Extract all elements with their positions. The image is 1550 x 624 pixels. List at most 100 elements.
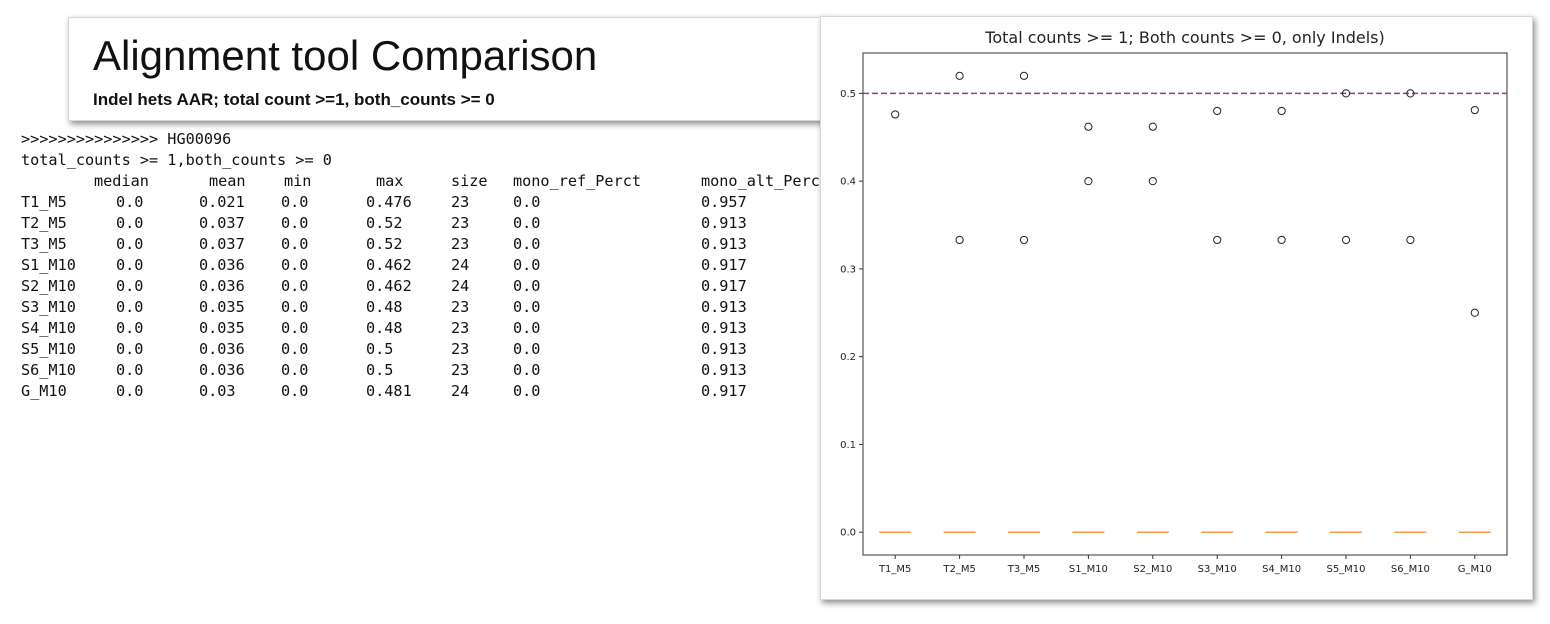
table-cell: 0.0 [281,235,309,253]
y-tick-label: 0.2 [840,352,856,363]
console-header-row: median mean min max size mono_ref_Perct mono_a… [21,171,829,192]
y-tick-label: 0.4 [840,177,856,188]
outlier-point [1470,105,1479,115]
y-tick-label: 0.3 [840,264,856,275]
table-cell: 0.0 [281,277,309,295]
table-cell: 0.0 [513,193,541,211]
column-header: min [284,172,312,190]
table-cell: 0.0 [281,340,309,358]
column-header: size [451,172,488,190]
outlier-point [1148,122,1157,131]
table-cell: 0.48 [366,319,403,337]
row-name: S1_M10 [21,256,76,274]
table-cell: 0.48 [366,298,403,316]
outlier-point [1277,106,1286,116]
console-table-row: S1_M10 0.0 0.036 0.0 0.462 24 0.0 0.917 [21,255,747,276]
row-name: S3_M10 [21,298,76,316]
outlier-point [1406,235,1415,245]
table-cell: 0.0 [513,235,541,253]
table-cell: 23 [451,298,470,316]
outlier-point [1148,177,1157,186]
table-cell: 0.021 [199,193,245,211]
plot-frame [862,52,1508,556]
table-cell: 0.476 [366,193,412,211]
x-tick-label: S1_M10 [1069,564,1108,575]
outlier-point [1277,235,1286,245]
y-tick-label: 0.5 [840,89,856,100]
table-cell: 0.03 [199,382,236,400]
outlier-point [1406,89,1415,98]
table-cell: 24 [451,256,470,274]
table-cell: 0.917 [701,256,747,274]
table-cell: 0.913 [701,298,747,316]
console-table-row: T1_M5 0.0 0.021 0.0 0.476 23 0.0 0.957 [21,192,747,213]
table-cell: 0.0 [116,193,144,211]
table-cell: 0.913 [701,361,747,379]
table-cell: 0.917 [701,382,747,400]
table-cell: 0.5 [366,361,394,379]
x-tick-label: S5_M10 [1326,564,1365,575]
table-cell: 0.5 [366,340,394,358]
row-name: T3_M5 [21,235,67,253]
table-cell: 23 [451,361,470,379]
table-cell: 0.0 [116,235,144,253]
x-tick-label: T1_M5 [878,564,911,575]
outlier-point [1341,89,1351,98]
table-cell: 0.0 [513,319,541,337]
boxplot-chart: Total counts >= 1; Both counts >= 0, onl… [840,28,1508,575]
table-cell: 0.0 [281,256,309,274]
outlier-point [1213,106,1222,116]
row-name: T1_M5 [21,193,67,211]
slide-subtitle: Indel hets AAR; total count >=1, both_co… [93,90,495,109]
table-cell: 0.0 [116,361,144,379]
table-cell: 0.036 [199,277,245,295]
outlier-point [1341,235,1351,245]
chart-panel: Total counts >= 1; Both counts >= 0, onl… [820,16,1533,600]
table-cell: 0.0 [281,214,309,232]
table-cell: 0.035 [199,319,245,337]
table-cell: 0.0 [281,319,309,337]
slide-title: Alignment tool Comparison [93,32,598,79]
row-name: S4_M10 [21,319,76,337]
x-tick-label: S4_M10 [1262,564,1301,575]
table-cell: 0.036 [199,361,245,379]
table-cell: 0.0 [513,277,541,295]
column-header: median [94,172,149,190]
column-header: mono_ref_Perct [513,172,642,190]
outlier-point [1213,235,1222,245]
row-name: G_M10 [21,382,67,400]
table-cell: 0.0 [513,214,541,232]
table-cell: 0.0 [116,319,144,337]
console-filter-line: total_counts >= 1,both_counts >= 0 [21,151,332,169]
table-cell: 0.0 [116,298,144,316]
x-tick-label: G_M10 [1458,564,1492,575]
table-cell: 0.917 [701,277,747,295]
x-tick-label: S2_M10 [1133,564,1172,575]
slide-title-box: Alignment tool Comparison Indel hets AAR… [68,17,828,121]
row-name: S5_M10 [21,340,76,358]
table-cell: 0.0 [116,256,144,274]
outlier-point [955,71,964,80]
table-cell: 0.037 [199,214,245,232]
row-name: T2_M5 [21,214,67,232]
outlier-point [1084,177,1093,186]
table-cell: 0.036 [199,340,245,358]
x-tick-label: T3_M5 [1007,564,1040,575]
table-cell: 0.913 [701,214,747,232]
table-cell: 0.0 [116,340,144,358]
table-cell: 24 [451,277,470,295]
outlier-point [955,235,964,245]
outlier-point [1019,71,1029,80]
table-cell: 0.0 [281,193,309,211]
table-cell: 0.0 [116,382,144,400]
console-output: >>>>>>>>>>>>>>> HG00096 total_counts >= 1… [21,129,829,402]
table-cell: 0.035 [199,298,245,316]
table-cell: 23 [451,214,470,232]
table-cell: 0.913 [701,340,747,358]
table-cell: 24 [451,382,470,400]
table-cell: 0.462 [366,256,412,274]
outlier-point [1084,122,1093,131]
outlier-point [891,110,900,119]
table-cell: 0.0 [513,382,541,400]
table-cell: 23 [451,340,470,358]
